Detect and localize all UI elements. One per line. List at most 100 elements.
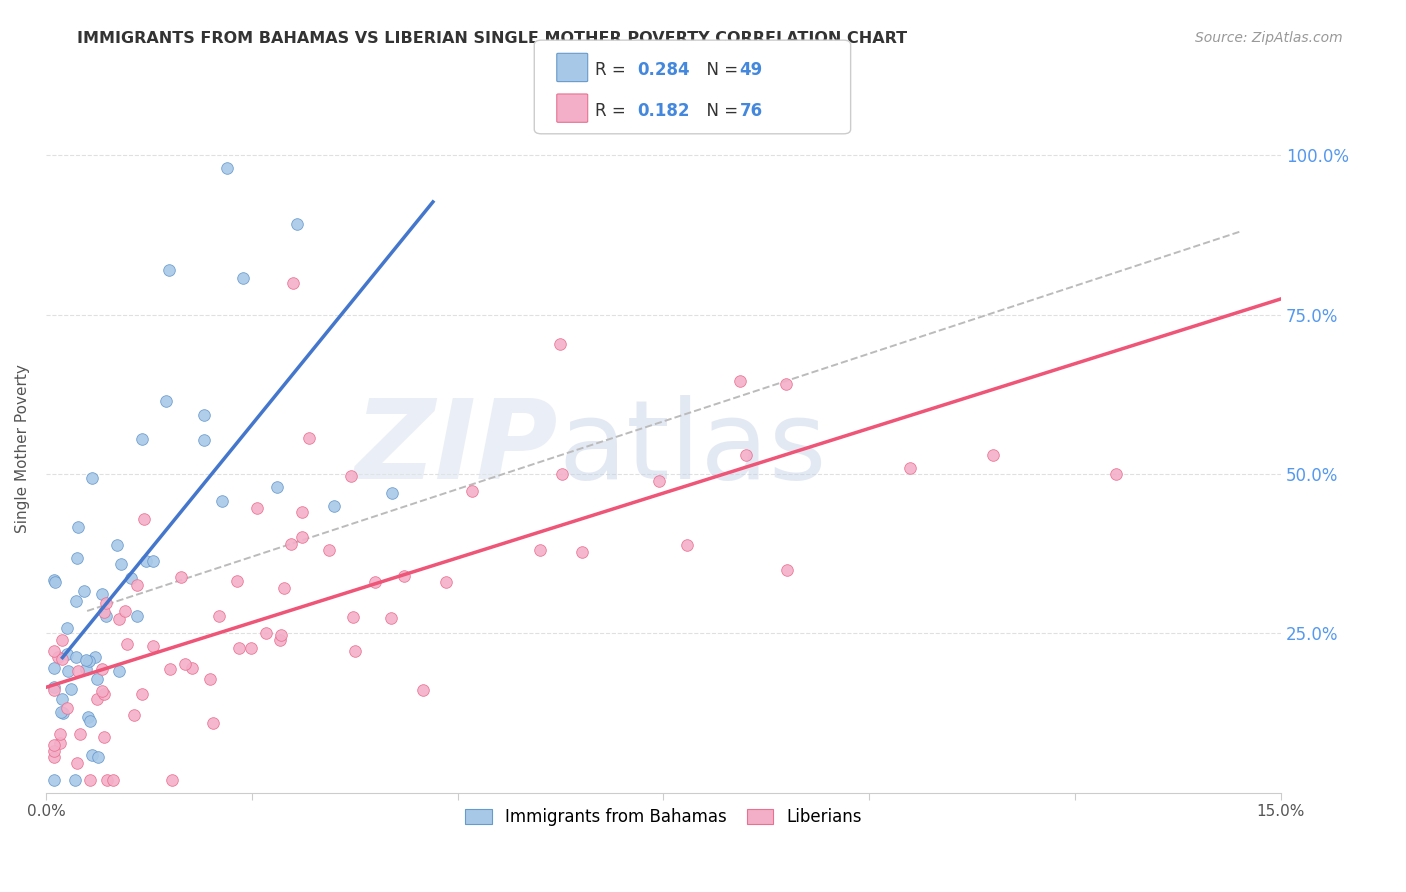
Point	[86, 692, 108, 706]
Point	[90, 662, 112, 676]
Point	[228, 640, 250, 655]
Point	[58, 664, 80, 678]
Point	[127, 578, 149, 592]
Point	[198, 672, 221, 686]
Point	[44, 573, 66, 587]
Point	[181, 661, 204, 675]
Point	[59, 681, 82, 696]
Point	[217, 161, 239, 175]
Point	[155, 394, 177, 409]
Point	[55, 648, 77, 662]
Point	[273, 581, 295, 595]
Point	[900, 460, 922, 475]
Point	[44, 738, 66, 752]
Text: 49: 49	[740, 61, 763, 79]
Point	[734, 448, 756, 462]
Point	[108, 612, 131, 626]
Point	[52, 706, 75, 720]
Point	[193, 433, 215, 447]
Point	[44, 661, 66, 675]
Point	[101, 772, 124, 787]
Point	[461, 484, 484, 499]
Text: R =: R =	[595, 61, 631, 79]
Point	[318, 543, 340, 558]
Point	[87, 750, 110, 764]
Point	[79, 772, 101, 787]
Point	[211, 493, 233, 508]
Point	[91, 587, 114, 601]
Point	[86, 672, 108, 686]
Point	[93, 731, 115, 745]
Point	[75, 653, 97, 667]
Point	[134, 512, 156, 526]
Point	[239, 640, 262, 655]
Point	[75, 661, 97, 675]
Point	[266, 480, 288, 494]
Point	[69, 726, 91, 740]
Point	[776, 563, 799, 577]
Point	[49, 705, 72, 719]
Point	[107, 664, 129, 678]
Point	[529, 543, 551, 558]
Point	[44, 680, 66, 694]
Point	[730, 374, 752, 388]
Point	[392, 569, 415, 583]
Point	[80, 471, 103, 485]
Text: 0.284: 0.284	[637, 61, 689, 79]
Point	[77, 654, 100, 668]
Point	[93, 687, 115, 701]
Point	[83, 650, 105, 665]
Point	[122, 707, 145, 722]
Text: R =: R =	[595, 102, 636, 120]
Point	[342, 610, 364, 624]
Point	[73, 583, 96, 598]
Point	[127, 608, 149, 623]
Point	[173, 657, 195, 672]
Point	[380, 611, 402, 625]
Point	[44, 772, 66, 787]
Point	[66, 551, 89, 566]
Legend: Immigrants from Bahamas, Liberians: Immigrants from Bahamas, Liberians	[458, 801, 869, 832]
Point	[270, 628, 292, 642]
Point	[96, 608, 118, 623]
Text: Source: ZipAtlas.com: Source: ZipAtlas.com	[1195, 31, 1343, 45]
Point	[44, 683, 66, 698]
Point	[65, 593, 87, 607]
Point	[110, 558, 132, 572]
Point	[114, 604, 136, 618]
Point	[232, 271, 254, 285]
Point	[412, 683, 434, 698]
Point	[56, 622, 79, 636]
Point	[548, 336, 571, 351]
Point	[285, 218, 308, 232]
Text: atlas: atlas	[558, 395, 827, 502]
Point	[79, 714, 101, 728]
Point	[131, 432, 153, 446]
Point	[676, 538, 699, 552]
Point	[67, 664, 90, 678]
Point	[51, 632, 73, 647]
Point	[44, 744, 66, 758]
Point	[551, 467, 574, 481]
Point	[159, 263, 181, 277]
Point	[648, 474, 671, 488]
Text: IMMIGRANTS FROM BAHAMAS VS LIBERIAN SINGLE MOTHER POVERTY CORRELATION CHART: IMMIGRANTS FROM BAHAMAS VS LIBERIAN SING…	[77, 31, 907, 46]
Point	[135, 554, 157, 568]
Point	[208, 609, 231, 624]
Point	[981, 448, 1004, 462]
Point	[1105, 467, 1128, 481]
Point	[51, 692, 73, 706]
Point	[105, 538, 128, 552]
Point	[76, 710, 98, 724]
Point	[339, 468, 361, 483]
Point	[44, 750, 66, 764]
Point	[281, 276, 304, 290]
Text: 76: 76	[740, 102, 762, 120]
Point	[80, 748, 103, 763]
Point	[51, 652, 73, 666]
Point	[434, 574, 457, 589]
Point	[56, 700, 79, 714]
Point	[49, 727, 72, 741]
Point	[66, 520, 89, 534]
Text: 0.182: 0.182	[637, 102, 689, 120]
